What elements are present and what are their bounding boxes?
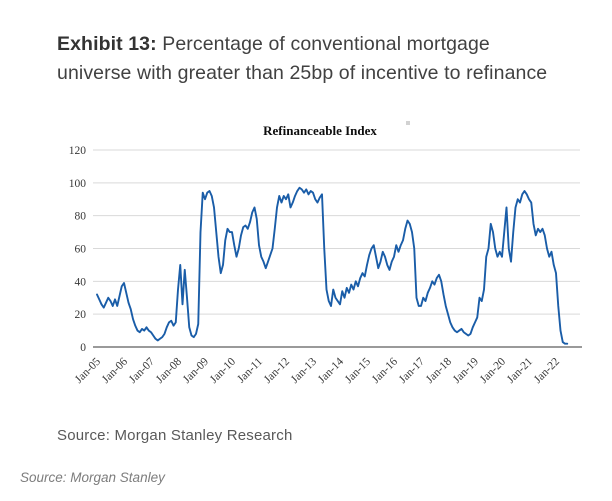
x-tick-label: Jan-11 bbox=[235, 355, 265, 385]
x-tick-label: Jan-07 bbox=[127, 355, 157, 385]
exhibit-title-line1: Percentage of conventional mortgage bbox=[156, 33, 490, 55]
x-tick-label: Jan-12 bbox=[262, 355, 292, 385]
x-tick-label: Jan-08 bbox=[154, 355, 184, 385]
x-tick-label: Jan-19 bbox=[451, 355, 481, 385]
y-tick-label: 100 bbox=[69, 178, 87, 190]
x-tick-label: Jan-10 bbox=[208, 355, 238, 385]
x-tick-label: Jan-17 bbox=[397, 355, 427, 385]
x-tick-label: Jan-09 bbox=[181, 355, 211, 385]
x-tick-label: Jan-22 bbox=[532, 355, 562, 385]
y-tick-label: 0 bbox=[80, 342, 86, 354]
chart-title: Refinanceable Index bbox=[263, 123, 377, 138]
x-tick-label: Jan-15 bbox=[343, 355, 373, 385]
y-tick-label: 60 bbox=[75, 244, 87, 256]
series-line bbox=[96, 186, 569, 345]
refinanceable-index-chart: 020406080100120Jan-05Jan-06Jan-07Jan-08J… bbox=[69, 145, 582, 386]
y-tick-label: 20 bbox=[75, 309, 87, 321]
x-tick-label: Jan-21 bbox=[505, 355, 535, 385]
x-tick-label: Jan-16 bbox=[370, 355, 400, 385]
exhibit-title-line2: universe with greater than 25bp of incen… bbox=[57, 62, 548, 84]
y-tick-label: 40 bbox=[75, 276, 87, 288]
x-tick-label: Jan-18 bbox=[424, 355, 454, 385]
x-tick-label: Jan-20 bbox=[478, 355, 508, 385]
exhibit-title: Exhibit 13: Percentage of conventional m… bbox=[57, 30, 605, 88]
x-tick-label: Jan-05 bbox=[73, 355, 103, 385]
y-tick-label: 80 bbox=[75, 211, 87, 223]
x-tick-label: Jan-06 bbox=[100, 355, 130, 385]
artifact-speck bbox=[406, 121, 410, 125]
x-tick-label: Jan-13 bbox=[289, 355, 319, 385]
footer-source: Source: Morgan Stanley bbox=[20, 470, 165, 485]
chart-source-note: Source: Morgan Stanley Research bbox=[57, 427, 293, 444]
y-tick-label: 120 bbox=[69, 145, 87, 157]
x-tick-label: Jan-14 bbox=[316, 355, 346, 385]
exhibit-label: Exhibit 13: bbox=[57, 33, 157, 55]
